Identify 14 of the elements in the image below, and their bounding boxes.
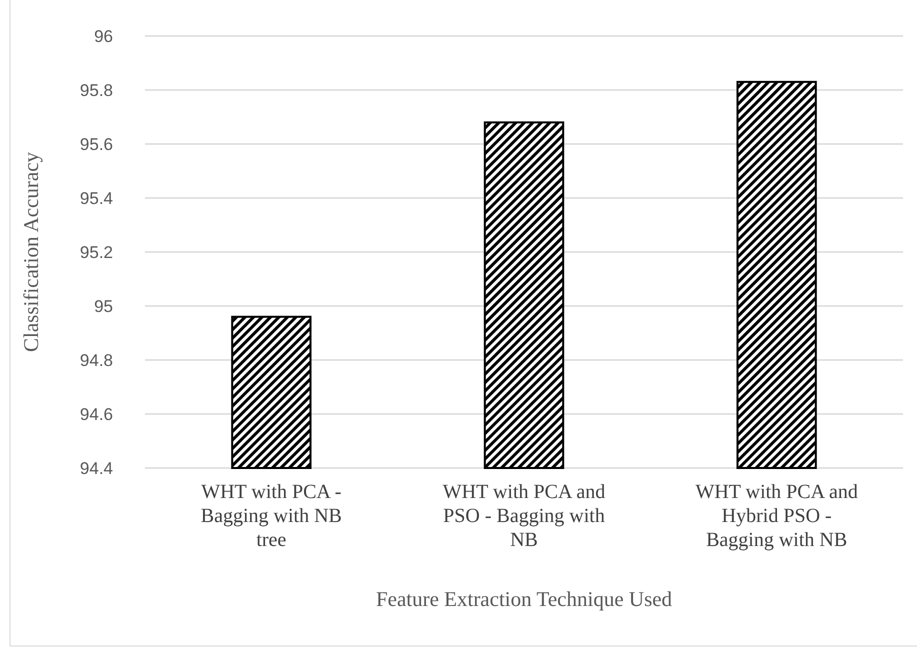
y-tick-label: 94.6 — [80, 404, 113, 424]
y-tick-label: 95.6 — [80, 134, 113, 154]
x-axis-title: Feature Extraction Technique Used — [376, 587, 673, 611]
y-tick-label: 96 — [94, 26, 113, 46]
x-tick-label: WHT with PCA and Hybrid PSO - Bagging with NB — [695, 481, 858, 551]
y-tick-label: 95 — [94, 296, 113, 316]
y-axis-title: Classification Accuracy — [19, 151, 43, 352]
y-tick-label: 95.4 — [80, 188, 113, 208]
y-tick-label: 95.8 — [80, 80, 113, 100]
y-tick-label: 95.2 — [80, 242, 113, 262]
y-tick-label: 94.8 — [80, 350, 113, 370]
x-tick-label: WHT with PCA - Bagging with NB tree — [200, 481, 342, 551]
y-tick-label: 94.4 — [80, 458, 113, 478]
x-tick-label: WHT with PCA and PSO - Bagging with NB — [442, 481, 606, 551]
